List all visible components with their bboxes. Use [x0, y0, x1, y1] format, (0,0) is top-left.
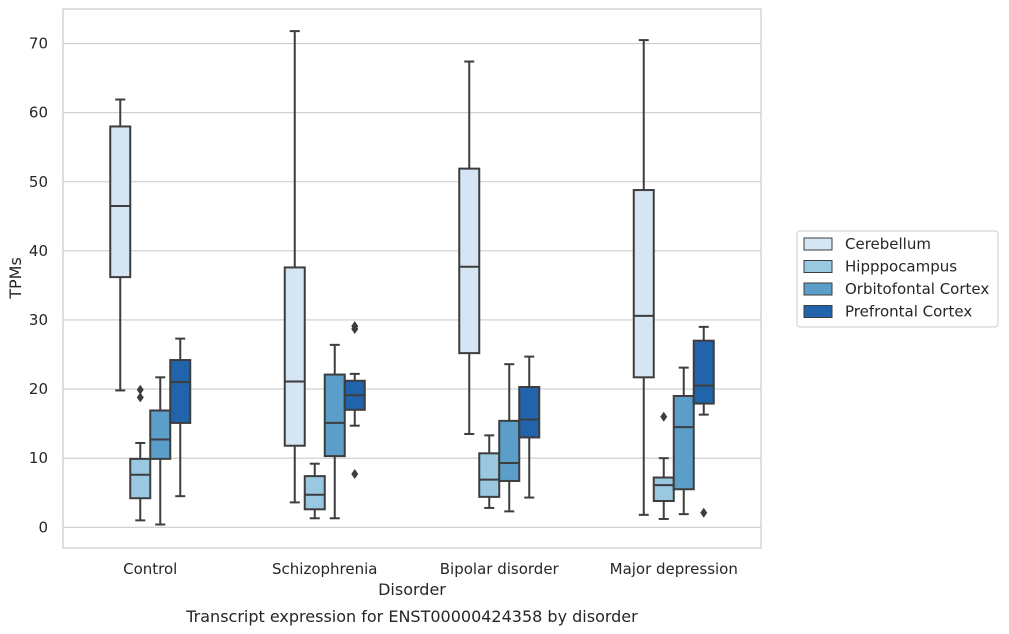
- chart-caption: Transcript expression for ENST0000042435…: [185, 607, 638, 626]
- y-tick-label: 60: [29, 104, 48, 122]
- y-tick-label: 30: [29, 311, 48, 329]
- box: [109, 125, 132, 279]
- box-group: [692, 325, 715, 518]
- outlier-point: [700, 507, 708, 518]
- legend-swatch: [803, 305, 833, 318]
- box: [632, 189, 655, 379]
- outlier-point: [351, 469, 359, 480]
- x-tick-labels: Control Schizophrenia Bipolar disorder Majo…: [123, 560, 738, 578]
- box: [672, 394, 695, 491]
- box: [323, 373, 346, 458]
- box-group: [498, 363, 521, 513]
- x-tick-label: Bipolar disorder: [440, 560, 560, 578]
- x-tick-label: Schizophrenia: [272, 560, 377, 578]
- y-tick-label: 50: [29, 173, 48, 191]
- y-tick-label: 10: [29, 449, 48, 467]
- legend-label: Hipppocampus: [845, 258, 957, 276]
- y-axis-title: TPMs: [6, 257, 25, 300]
- legend-frame: [796, 230, 999, 328]
- legend-label: Prefrontal Cortex: [845, 303, 972, 321]
- legend-swatch: [803, 237, 833, 251]
- outlier-point: [136, 384, 144, 395]
- box-group: [149, 376, 172, 526]
- y-tick-labels: 0 10 20 30 40 50 60 70: [29, 35, 48, 537]
- box: [692, 339, 715, 405]
- x-tick-label: Major depression: [610, 560, 738, 578]
- x-axis-title: Disorder: [378, 580, 446, 599]
- legend-label: Cerebellum: [845, 235, 931, 253]
- y-tick-label: 0: [38, 518, 48, 536]
- box-group: [458, 60, 481, 435]
- box-group: [169, 337, 192, 498]
- box-group: [283, 30, 306, 504]
- box: [169, 359, 192, 424]
- legend-label: Orbitofontal Cortex: [845, 280, 989, 298]
- plot-frame: [62, 8, 762, 549]
- x-tick-label: Control: [123, 560, 177, 578]
- box: [478, 452, 501, 498]
- box-group: [652, 411, 675, 520]
- box-group: [323, 343, 346, 520]
- y-tick-label: 70: [29, 35, 48, 53]
- box-group: [303, 462, 326, 520]
- box: [129, 457, 152, 500]
- box: [498, 419, 521, 482]
- outlier-point: [136, 392, 144, 403]
- y-tick-label: 20: [29, 380, 48, 398]
- box-group: [343, 321, 366, 480]
- legend-swatch: [803, 260, 833, 273]
- box-group: [109, 98, 132, 392]
- outlier-point: [351, 321, 359, 332]
- box-group: [632, 39, 655, 516]
- box: [458, 167, 481, 355]
- plot-background: [63, 9, 761, 548]
- box: [518, 385, 541, 439]
- box: [652, 476, 675, 503]
- box: [303, 475, 326, 511]
- box: [149, 409, 172, 460]
- box-group: [129, 384, 152, 522]
- legend: Cerebellum Hipppocampus Orbitofontal Corte…: [796, 230, 999, 328]
- box-group: [518, 355, 541, 499]
- box-group: [672, 366, 695, 516]
- y-tick-label: 40: [29, 242, 48, 260]
- box: [283, 266, 306, 447]
- legend-swatch: [803, 282, 833, 296]
- boxes-layer: [109, 30, 715, 526]
- outlier-point: [660, 411, 668, 422]
